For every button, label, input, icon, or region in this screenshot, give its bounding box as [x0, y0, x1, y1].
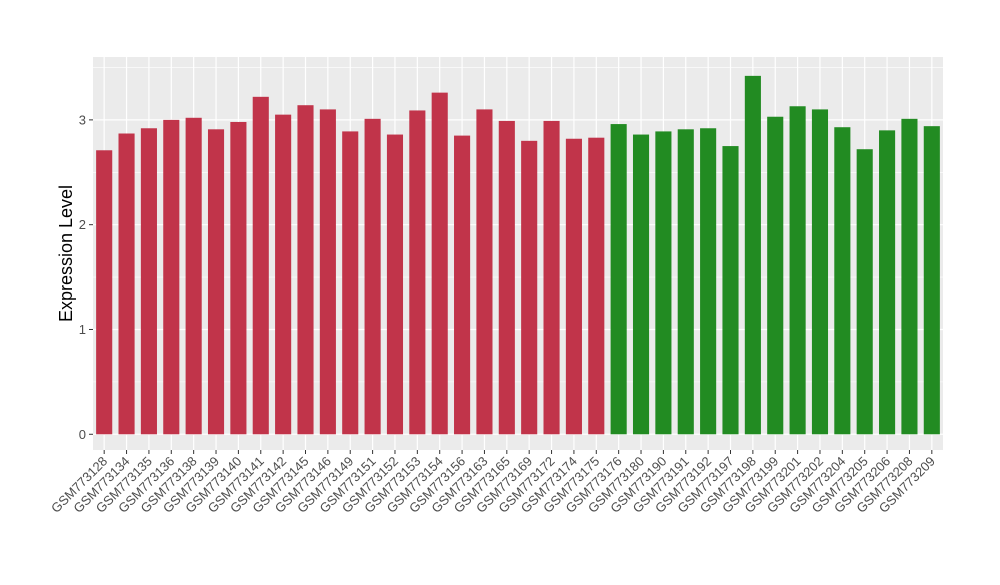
bar-GSM773201	[789, 106, 806, 435]
bar-GSM773139	[207, 129, 225, 435]
bar-GSM773140	[230, 121, 247, 435]
bar-GSM773175	[588, 137, 605, 435]
bar-GSM773190	[655, 131, 672, 435]
bar-GSM773153	[409, 110, 426, 435]
bar-GSM773138	[185, 117, 202, 435]
bar-GSM773154	[431, 92, 448, 435]
bar-GSM773206	[879, 130, 896, 435]
x-axis: GSM773128GSM773134GSM773135GSM773136GSM7…	[48, 450, 938, 516]
bar-GSM773156	[454, 135, 471, 435]
bar-GSM773151	[364, 118, 381, 435]
bar-GSM773142	[275, 114, 292, 435]
y-tick-label: 2	[79, 217, 86, 232]
bars	[96, 75, 940, 435]
bar-GSM773180	[632, 134, 650, 435]
bar-GSM773202	[811, 109, 829, 435]
bar-GSM773205	[856, 149, 873, 435]
bar-GSM773191	[677, 129, 694, 435]
bar-GSM773136	[163, 119, 180, 435]
bar-GSM773172	[543, 120, 560, 435]
bar-GSM773134	[118, 133, 135, 435]
bar-GSM773149	[342, 131, 359, 435]
bar-GSM773199	[767, 116, 784, 435]
y-axis: 0 1 2 3	[79, 112, 93, 442]
bar-GSM773165	[498, 120, 515, 435]
bar-GSM773163	[476, 109, 493, 435]
bar-GSM773145	[297, 105, 314, 435]
y-tick-label: 1	[79, 322, 86, 337]
bar-GSM773146	[319, 109, 336, 435]
bar-GSM773208	[901, 118, 918, 435]
y-axis-label: Expression Level	[56, 185, 76, 322]
bar-GSM773192	[700, 128, 717, 435]
bar-GSM773152	[386, 134, 404, 435]
bar-GSM773176	[610, 124, 627, 435]
bar-GSM773197	[722, 146, 739, 435]
bar-GSM773174	[565, 138, 582, 435]
bar-GSM773204	[834, 127, 851, 435]
bar-GSM773135	[140, 128, 157, 435]
bar-GSM773169	[521, 140, 538, 435]
bar-GSM773141	[252, 96, 269, 435]
bar-GSM773128	[96, 150, 113, 435]
y-tick-label: 3	[79, 112, 86, 127]
y-tick-label: 0	[79, 427, 86, 442]
bar-GSM773209	[923, 126, 940, 435]
bar-GSM773198	[744, 75, 761, 435]
